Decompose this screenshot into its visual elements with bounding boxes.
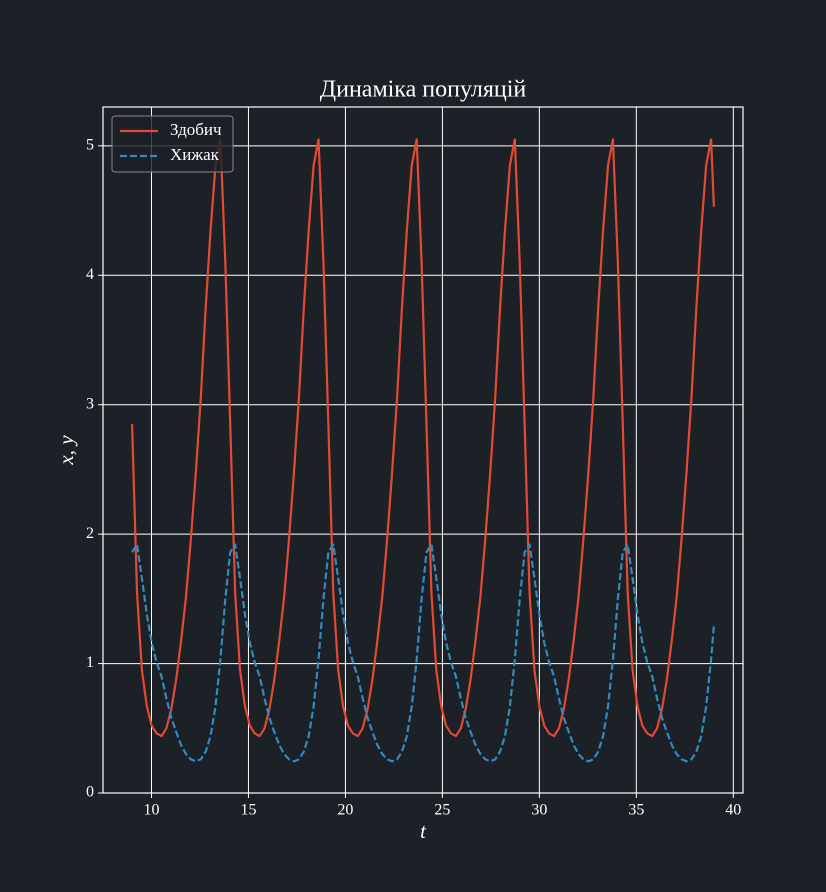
axes-frame	[102, 106, 744, 794]
legend-label: Хижак	[170, 145, 220, 164]
chart-title: Динаміка популяцій	[320, 77, 527, 103]
x-tick-label: 30	[531, 802, 547, 819]
x-tick-label: 35	[628, 802, 644, 819]
y-tick-label: 2	[86, 525, 94, 542]
y-axis-label: x, y	[54, 435, 78, 466]
y-tick-label: 1	[86, 654, 94, 671]
x-tick-label: 15	[240, 802, 256, 819]
x-axis-label: t	[420, 819, 427, 843]
ticks: 10 15 20 25 30 35 40 0 1 2 3 4 5	[86, 137, 741, 819]
legend-label: Здобич	[170, 120, 222, 139]
y-tick-label: 4	[86, 266, 94, 283]
legend: Здобич Хижак	[111, 115, 234, 173]
x-tick-label: 20	[337, 802, 353, 819]
y-tick-label: 5	[86, 137, 94, 154]
x-tick-label: 25	[434, 802, 450, 819]
x-tick-label: 40	[725, 802, 741, 819]
plot-lines	[130, 138, 716, 763]
y-tick-label: 3	[86, 395, 94, 412]
series-line	[130, 138, 716, 738]
y-tick-label: 0	[86, 784, 94, 801]
series-line	[131, 543, 716, 763]
x-tick-label: 10	[143, 802, 159, 819]
